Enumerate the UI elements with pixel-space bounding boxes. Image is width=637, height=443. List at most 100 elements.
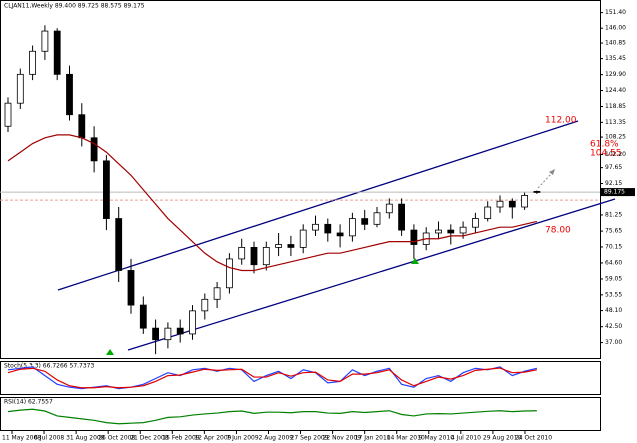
x-tick-label: 21 Dec 2008 [130, 435, 169, 442]
price-tag-label: 89.175 [604, 189, 625, 196]
candle-body [201, 298, 209, 312]
y-tick-label: 151.40 [605, 9, 626, 16]
candle-body [189, 310, 196, 335]
candle-body [213, 287, 221, 300]
candle-body [459, 226, 467, 234]
candle-body [176, 327, 184, 335]
x-tick-label: 31 Aug 2008 [66, 435, 105, 442]
y-tick-label: 124.40 [605, 87, 626, 94]
y-tick-label: 129.90 [605, 71, 626, 78]
y-tick-label: 64.60 [605, 259, 622, 266]
y-tick-label: 75.65 [605, 228, 622, 235]
moving-average [7, 134, 538, 272]
stoch-d [7, 367, 538, 389]
candle-body [238, 246, 246, 260]
candle-body [250, 246, 258, 266]
x-tick-label: 14 Mar 2010 [387, 435, 425, 442]
candle-body [4, 102, 12, 127]
x-tick-label: 2 Aug 2009 [258, 435, 293, 442]
candle-body [139, 304, 147, 329]
candle-body [41, 30, 49, 52]
candle-body [447, 229, 455, 234]
candle-body [312, 223, 319, 231]
candle-body [164, 327, 172, 341]
y-tick-label: 108.25 [605, 134, 626, 141]
rsi-line [7, 408, 537, 425]
annotation: 112.00 [545, 116, 577, 126]
lower-channel [127, 198, 616, 351]
y-tick-label: 102.20 [605, 151, 626, 158]
y-tick-label: 135.45 [605, 55, 626, 62]
x-tick-label: 12 Apr 2009 [194, 435, 231, 442]
candle-body [90, 137, 98, 162]
candle-body [225, 258, 233, 289]
y-tick-label: 113.35 [605, 119, 626, 126]
y-tick-label: 42.50 [605, 323, 622, 330]
y-tick-label: 37.00 [605, 339, 622, 346]
x-tick-label: 9 May 2010 [419, 435, 454, 442]
arrow-head [549, 169, 555, 175]
candle-body [435, 229, 442, 234]
candle-body [373, 212, 381, 225]
candle-body [275, 244, 283, 248]
candle-body [348, 218, 356, 237]
candle-body [127, 270, 135, 306]
y-tick-label: 53.55 [605, 291, 622, 298]
candle-body [287, 244, 295, 248]
annotation: 104.55 [590, 149, 622, 159]
annotation: 78.00 [545, 226, 571, 236]
y-tick-label: 81.25 [605, 211, 622, 218]
candle-body [262, 246, 270, 266]
y-tick-label: 97.65 [605, 164, 622, 171]
candle-body [299, 229, 307, 248]
x-tick-label: 29 Aug 2010 [483, 435, 522, 442]
candle-body [385, 203, 393, 214]
candle-body [53, 30, 61, 75]
y-tick-label: 70.15 [605, 243, 622, 250]
candle-body [484, 206, 492, 219]
stoch-panel [0, 361, 601, 395]
candle-body [29, 50, 37, 75]
candle-body [471, 218, 479, 228]
y-tick-label: 118.85 [605, 103, 626, 110]
x-tick-label: 4 Jul 2010 [451, 435, 481, 442]
rsi-label: RSI(14) 62.7557 [4, 399, 53, 406]
candle-body [521, 195, 528, 208]
chart-title: CLJAN11,Weekly 89.400 89.725 88.575 89.1… [4, 3, 145, 10]
x-tick-label: 26 Oct 2008 [98, 435, 135, 442]
annotation: 61.8% [590, 140, 619, 150]
x-tick-label: 15 Feb 2009 [162, 435, 200, 442]
candle-body [66, 73, 73, 116]
candle-body [533, 191, 541, 193]
x-tick-label: 6 Jul 2008 [34, 435, 64, 442]
stoch-k [7, 366, 538, 390]
candle-body [152, 327, 160, 341]
x-tick-label: 17 Jan 2010 [355, 435, 391, 442]
candle-body [324, 223, 332, 234]
y-tick-label: 48.10 [605, 307, 622, 314]
main-panel [0, 0, 601, 359]
candle-body [398, 203, 406, 231]
candle-body [496, 200, 504, 208]
candle-body [361, 218, 369, 225]
candle-body [103, 160, 110, 219]
x-tick-label: 22 Nov 2009 [323, 435, 362, 442]
candle-body [410, 229, 418, 245]
rsi-panel [0, 397, 601, 431]
candle-body [508, 200, 516, 208]
y-tick-label: 146.00 [605, 25, 626, 32]
green-arrow [106, 349, 114, 355]
candle-body [336, 232, 344, 237]
x-tick-label: 24 Oct 2010 [515, 435, 552, 442]
y-tick-label: 59.05 [605, 275, 622, 282]
y-tick-label: 92.15 [605, 180, 622, 187]
candle-body [16, 73, 24, 104]
price-tag [601, 188, 635, 197]
x-tick-label: 7 Jun 2009 [226, 435, 258, 442]
candle-body [78, 114, 86, 139]
stoch-label: Stoch(5,3,3) 66.7266 57.7373 [4, 363, 95, 370]
x-tick-label: 11 May 2008 [2, 435, 41, 442]
green-arrow [411, 258, 419, 264]
x-tick-label: 27 Sep 2009 [291, 435, 329, 442]
